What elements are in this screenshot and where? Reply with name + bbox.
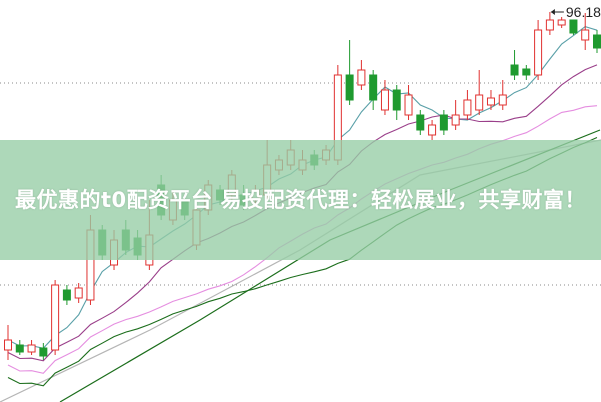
candle-down — [569, 19, 578, 34]
candle-up — [534, 29, 543, 76]
candle-up — [451, 114, 460, 126]
candle-up — [357, 69, 366, 86]
candle-up — [380, 89, 389, 111]
candle-up — [27, 344, 36, 353]
candle-up — [463, 99, 472, 116]
candle-up — [545, 19, 554, 31]
candle-down — [510, 64, 519, 76]
banner-title[interactable]: 最优惠的t0配资平台 易投配资代理：轻松展业，共享财富！ — [15, 188, 586, 212]
candle-up — [404, 94, 413, 116]
candle-up — [428, 124, 437, 136]
candle-down — [15, 344, 24, 353]
candle-up — [581, 29, 590, 41]
candle-up — [475, 94, 484, 111]
candle-up — [486, 97, 495, 106]
candle-down — [439, 114, 448, 131]
candle-down — [522, 68, 531, 76]
candle-up — [74, 287, 83, 299]
title-banner: 最优惠的t0配资平台 易投配资代理：轻松展业，共享财富！ — [0, 140, 601, 260]
candle-up — [557, 19, 566, 26]
candle-up — [51, 284, 60, 351]
candle-down — [369, 74, 378, 101]
high-price-label: 96.18 — [566, 4, 601, 20]
candle-up — [4, 339, 12, 351]
candle-up — [498, 94, 507, 106]
candle-down — [62, 289, 71, 301]
candle-down — [392, 89, 401, 111]
arrow-head-icon — [550, 9, 555, 15]
candle-down — [416, 114, 425, 131]
candle-down — [345, 74, 354, 101]
candle-down — [593, 34, 601, 49]
candle-down — [39, 347, 48, 357]
